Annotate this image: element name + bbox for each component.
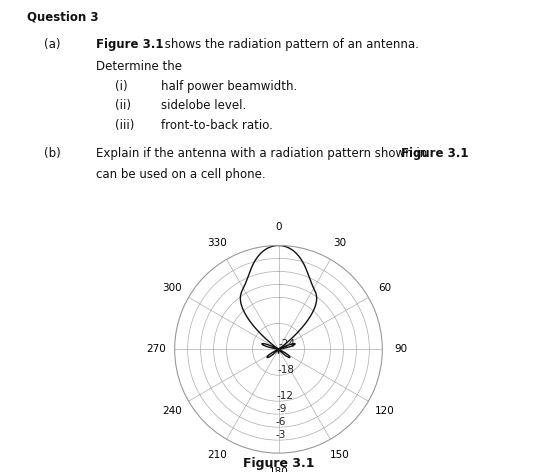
Text: Figure 3.1: Figure 3.1 — [401, 147, 469, 160]
Text: half power beamwidth.: half power beamwidth. — [161, 80, 297, 93]
Text: can be used on a cell phone.: can be used on a cell phone. — [96, 168, 265, 181]
Text: (ii): (ii) — [115, 99, 131, 112]
Text: (i): (i) — [115, 80, 128, 93]
Text: Figure 3.1: Figure 3.1 — [243, 456, 314, 470]
Text: (iii): (iii) — [115, 119, 134, 132]
Text: sidelobe level.: sidelobe level. — [161, 99, 246, 112]
Text: Figure 3.1: Figure 3.1 — [96, 38, 163, 51]
Text: Determine the: Determine the — [96, 60, 182, 73]
Text: shows the radiation pattern of an antenna.: shows the radiation pattern of an antenn… — [161, 38, 419, 51]
Text: Question 3: Question 3 — [27, 11, 99, 24]
Text: (b): (b) — [44, 147, 61, 160]
Text: front-to-back ratio.: front-to-back ratio. — [161, 119, 273, 132]
Text: (a): (a) — [44, 38, 60, 51]
Text: Explain if the antenna with a radiation pattern shown in: Explain if the antenna with a radiation … — [96, 147, 431, 160]
